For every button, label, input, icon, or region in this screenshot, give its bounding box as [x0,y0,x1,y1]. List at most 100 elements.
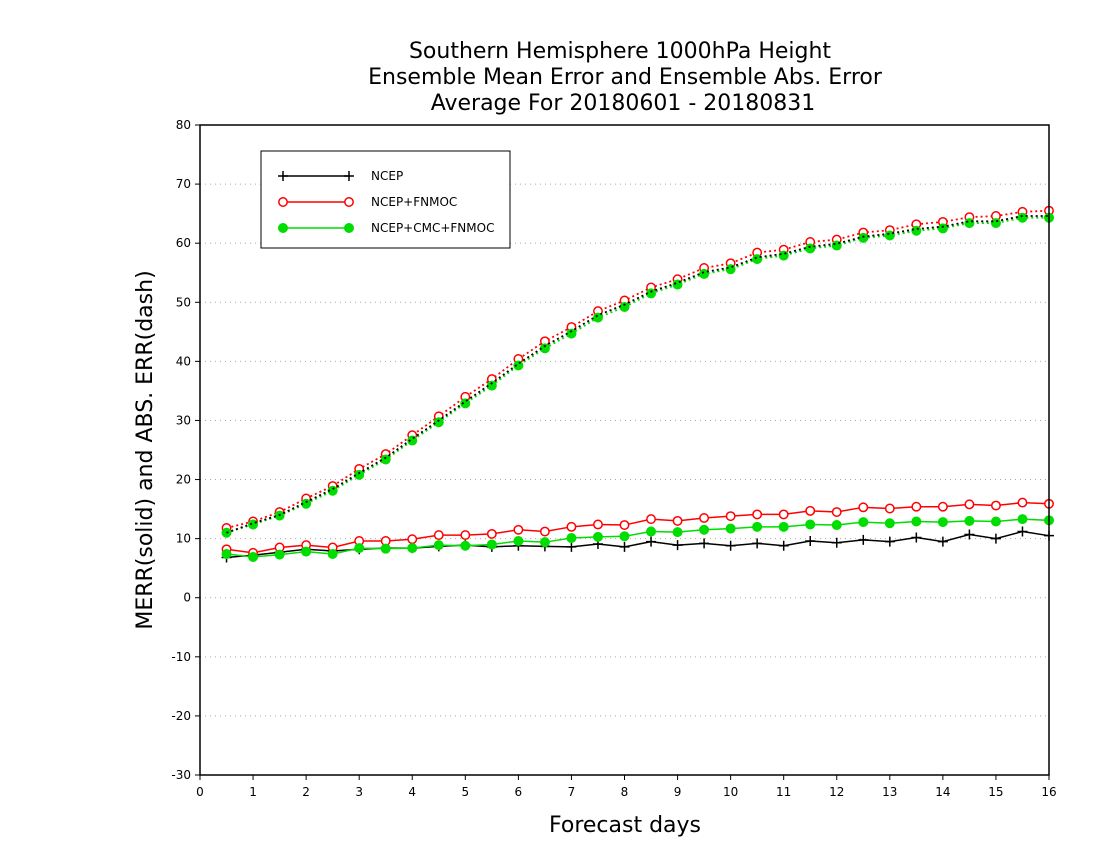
legend-label: NCEP [371,169,403,183]
data-point [513,524,524,535]
x-axis-label: Forecast days [549,813,701,838]
grid-lines [200,183,1049,717]
data-point [858,502,869,513]
data-point [619,531,630,542]
data-point [278,171,288,181]
data-point [380,543,391,554]
y-tick-label: 40 [176,354,191,368]
x-tick-label: 8 [621,785,629,799]
data-point [566,541,577,552]
legend-item: NCEP+FNMOC [278,195,457,209]
x-tick-label: 1 [249,785,257,799]
data-point [937,223,948,234]
data-point [354,543,365,554]
data-point [964,529,975,540]
y-axis: -30 -20 -10 0 10 20 30 40 50 60 70 80 [171,118,200,782]
data-point [672,540,683,551]
data-point [778,540,789,551]
data-point [752,509,763,520]
data-point [672,515,683,526]
data-point [699,513,710,523]
data-point [407,543,418,554]
data-point [990,218,1001,229]
data-point [619,520,630,530]
y-tick-label: 10 [176,532,191,546]
series-line [226,216,1049,534]
series-1 [221,497,1054,558]
series-4 [221,212,1054,538]
data-point [699,538,710,549]
data-point [278,223,288,233]
series-2 [221,514,1054,562]
y-tick-label: 70 [176,177,191,191]
data-point [937,501,948,512]
x-tick-label: 12 [829,785,844,799]
data-point [752,538,763,549]
data-point [805,243,816,254]
data-point [911,225,922,236]
y-tick-label: 30 [176,413,191,427]
series-3 [221,205,1054,533]
data-point [858,517,869,528]
data-point [248,519,259,530]
y-tick-label: -10 [171,650,191,664]
series-line [226,518,1050,558]
data-point [672,527,683,538]
x-tick-label: 14 [935,785,950,799]
data-point [592,312,603,323]
data-point [699,524,710,535]
x-tick-label: 2 [302,785,310,799]
data-point [831,537,842,548]
data-point [831,507,842,517]
data-point [805,505,816,516]
data-point [858,232,869,243]
data-point [274,549,285,560]
data-point [805,519,816,530]
data-point [805,536,816,546]
x-tick-label: 16 [1041,785,1056,799]
y-tick-label: 60 [176,236,191,250]
series-5 [226,215,1049,534]
chart-title-line-2: Ensemble Mean Error and Ensemble Abs. Er… [368,65,883,90]
x-tick-label: 0 [196,785,204,799]
data-point [990,533,1001,544]
data-point [486,528,497,539]
data-point [566,521,577,532]
x-tick-label: 11 [776,785,791,799]
y-tick-label: 0 [183,591,191,605]
data-point [778,509,789,520]
data-point [619,541,630,552]
data-point [1017,526,1028,537]
data-point [486,539,497,550]
y-axis-label: MERR(solid) and ABS. ERR(dash) [133,270,158,629]
data-point [778,521,789,532]
data-point [725,523,736,534]
x-tick-label: 4 [408,785,416,799]
data-point [884,518,895,529]
chart-title: Southern Hemisphere 1000hPa Height Ensem… [368,39,883,116]
data-point [301,546,312,557]
x-tick-label: 10 [723,785,738,799]
data-point [725,511,736,522]
data-point [778,250,789,261]
data-point [990,516,1001,527]
data-point [752,254,763,265]
data-point [592,531,603,542]
data-point [990,500,1001,511]
legend-label: NCEP+CMC+FNMOC [371,221,494,235]
data-point [911,516,922,527]
data-point [539,537,550,548]
chart-title-line-3: Average For 20180601 - 20180831 [431,91,816,116]
data-point [354,469,365,480]
data-point [646,536,657,547]
data-point [725,264,736,275]
legend-box [260,150,511,249]
series-line [226,209,1050,529]
data-point [344,171,354,181]
data-point [278,197,288,207]
data-point [248,551,259,562]
x-tick-label: 3 [355,785,363,799]
data-point [433,540,444,551]
x-tick-label: 6 [515,785,523,799]
